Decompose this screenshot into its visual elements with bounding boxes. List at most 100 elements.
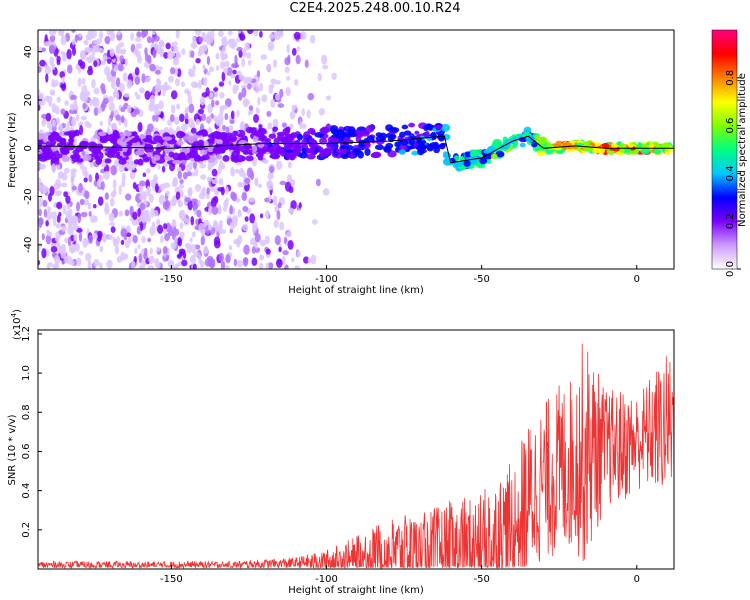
noise-blob (219, 61, 225, 70)
noise-blob (284, 181, 292, 192)
noise-blob (178, 113, 185, 123)
ridge-blob (399, 138, 409, 146)
noise-blob (201, 113, 206, 122)
ridge-blob (146, 152, 153, 158)
ridge-blob (379, 132, 387, 140)
noise-blob (148, 255, 155, 264)
noise-blob (74, 34, 79, 43)
ridge-blob (364, 148, 371, 156)
ridge-blob (390, 134, 397, 140)
noise-blob (75, 114, 80, 122)
noise-blob (272, 118, 279, 128)
noise-blob (50, 211, 58, 220)
noise-blob (270, 83, 275, 89)
noise-blob (87, 202, 92, 210)
noise-blob (235, 168, 240, 174)
ridge-blob (329, 125, 339, 134)
x-tick-label: -150 (160, 274, 183, 285)
ridge-blob (428, 143, 434, 151)
noise-blob (265, 248, 271, 255)
ridge-blob (411, 150, 419, 156)
noise-blob (70, 168, 78, 173)
noise-blob (141, 191, 148, 201)
ridge-blob (303, 131, 310, 139)
noise-blob (116, 255, 122, 264)
ridge-blob (415, 137, 423, 142)
noise-blob (283, 236, 288, 244)
noise-blob (296, 46, 301, 52)
noise-blob (198, 36, 204, 43)
noise-blob (229, 204, 233, 215)
noise-blob (218, 81, 225, 87)
noise-blob (181, 259, 188, 267)
ridge-blob (51, 156, 60, 161)
ridge-blob (135, 150, 145, 156)
ridge-blob (221, 136, 231, 144)
noise-blob (134, 247, 138, 254)
noise-blob (230, 110, 235, 120)
noise-blob (134, 76, 141, 85)
ridge-blob (179, 151, 186, 160)
noise-blob (242, 257, 249, 264)
noise-blob (225, 126, 230, 135)
noise-blob (284, 264, 289, 269)
snr-frame (37, 329, 675, 570)
noise-blob (45, 220, 49, 227)
noise-blob (221, 163, 226, 170)
colorbar-gradient (712, 30, 737, 269)
noise-blob (39, 92, 44, 102)
noise-blob (90, 30, 97, 39)
noise-blob (281, 122, 287, 128)
noise-blob (187, 200, 193, 211)
noise-blob (38, 177, 42, 187)
noise-blob (76, 257, 82, 267)
ridge-blob (628, 143, 634, 149)
ridge-blob (662, 142, 671, 149)
noise-blob (287, 161, 292, 169)
noise-blob (301, 123, 307, 130)
noise-blob (79, 198, 85, 206)
noise-blob (244, 177, 251, 184)
noise-blob (176, 253, 182, 259)
noise-blob (72, 137, 78, 145)
noise-blob (257, 96, 261, 106)
noise-blob (192, 202, 199, 211)
colorbar-tick-label: 0.8 (725, 70, 736, 86)
noise-blob (56, 164, 61, 171)
noise-blob (47, 262, 53, 267)
noise-blob (67, 236, 72, 247)
ridge-blob (490, 153, 498, 160)
noise-blob (269, 165, 275, 174)
noise-blob (252, 221, 258, 232)
noise-blob (55, 223, 62, 229)
noise-blob (131, 218, 139, 226)
noise-blob (73, 99, 78, 109)
noise-blob (132, 181, 137, 190)
ridge-blob (423, 124, 429, 132)
noise-blob (211, 179, 219, 185)
noise-blob (51, 163, 57, 173)
snr-y-ticks: 0.2 0.4 0.6 0.8 1.0 1.2 (21, 326, 42, 538)
noise-blob (322, 188, 330, 196)
noise-blob (45, 73, 49, 83)
snr-panel: -150 -100 -50 0 0.2 0.4 0.6 0.8 1.0 1.2 Height o… (7, 309, 675, 596)
noise-blob (88, 174, 93, 183)
noise-blob (65, 195, 71, 204)
noise-blob (259, 213, 264, 219)
noise-blob (287, 54, 291, 64)
noise-blob (81, 84, 88, 96)
noise-blob (195, 57, 201, 64)
noise-blob (189, 255, 197, 265)
noise-blob (77, 77, 82, 88)
noise-blob (306, 109, 311, 119)
noise-blob (278, 246, 282, 253)
noise-blob (198, 222, 205, 233)
noise-blob (84, 190, 90, 200)
ridge-blob (390, 127, 400, 133)
ridge-blob (245, 155, 254, 162)
noise-blob (41, 233, 45, 241)
noise-blob (49, 44, 56, 54)
noise-blob (201, 31, 205, 39)
noise-blob (155, 77, 161, 84)
noise-blob (85, 122, 92, 129)
